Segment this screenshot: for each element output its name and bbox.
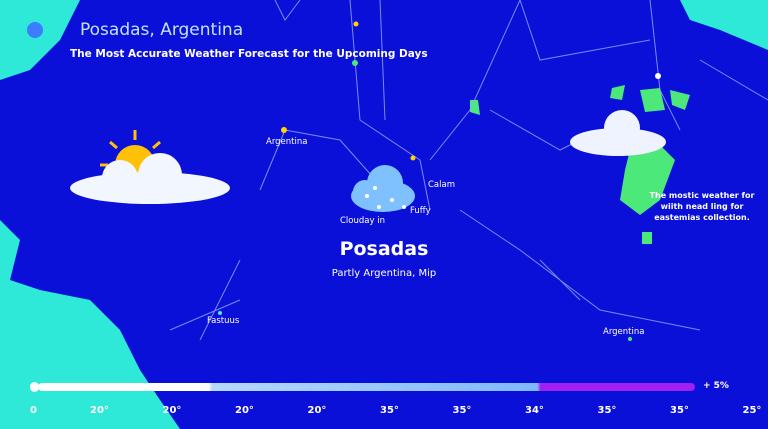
page-title: Posadas, Argentina <box>80 20 244 40</box>
land-ne <box>680 0 768 50</box>
sun-icon <box>27 22 43 38</box>
land-sw <box>0 220 180 429</box>
condition-text: Partly Argentina, Mip <box>331 268 437 279</box>
scale-tick-label: 25° <box>742 405 762 416</box>
scale-tick-label: 20° <box>162 405 182 416</box>
cloud-icon <box>570 110 666 156</box>
scale-tick-label: 35° <box>670 405 689 416</box>
temperature-scale-bar <box>38 383 695 391</box>
map-label: Calam <box>428 180 455 190</box>
scale-tick-label: 35° <box>452 405 472 416</box>
land-nw <box>0 0 80 80</box>
scale-end-label: + 5% <box>703 381 729 391</box>
map-label: Clouday in <box>340 216 385 226</box>
sun-behind-cloud-icon <box>70 130 230 204</box>
scale-tick-label: 35° <box>597 405 617 416</box>
scale-tick-label: 20° <box>307 405 327 416</box>
map-label: Argentina <box>266 137 308 147</box>
map-label: Argentina <box>603 327 645 337</box>
map-label: Fastuus <box>207 316 240 326</box>
map-dots <box>218 21 661 341</box>
scale-tick-label: 20° <box>90 405 109 416</box>
scale-handle[interactable] <box>30 382 39 392</box>
roads <box>169 0 768 341</box>
scale-start: 0 <box>30 405 37 416</box>
scale-tick-label: 34° <box>525 405 544 416</box>
island <box>620 145 675 215</box>
scale-tick-label: 20° <box>235 405 254 416</box>
rain-cloud-icon <box>351 165 415 212</box>
city-name: Posadas <box>339 238 429 260</box>
info-note: The mostic weather for wiith nead ling f… <box>649 191 755 222</box>
map-label: Fuffy <box>410 206 431 216</box>
page-subtitle: The Most Accurate Weather Forecast for t… <box>70 48 428 60</box>
scale-tick-label: 35° <box>380 405 399 416</box>
